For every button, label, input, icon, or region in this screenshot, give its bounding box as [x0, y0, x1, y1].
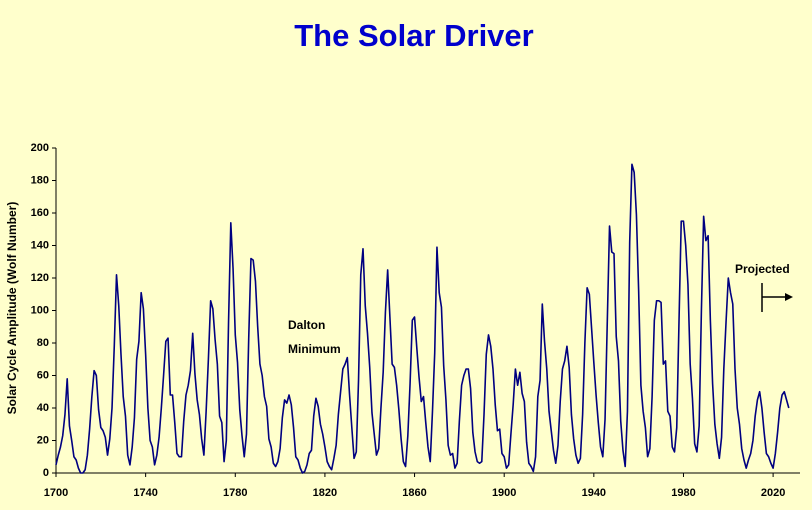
x-tick-label: 2020: [761, 487, 785, 499]
y-tick-label: 20: [37, 434, 49, 446]
x-tick-label: 1780: [223, 487, 247, 499]
annotation: Minimum: [288, 342, 341, 356]
y-tick-label: 60: [37, 369, 49, 381]
y-tick-label: 0: [43, 467, 49, 479]
annotation: Projected: [735, 262, 790, 276]
annotation: Dalton: [288, 318, 325, 332]
arrow-head: [785, 293, 793, 301]
x-tick-label: 1740: [133, 487, 157, 499]
y-tick-label: 140: [31, 239, 49, 251]
chart-title: The Solar Driver: [294, 18, 533, 53]
x-tick-label: 1860: [402, 487, 426, 499]
x-tick-label: 1700: [44, 487, 68, 499]
data-line: [55, 163, 790, 474]
y-tick-label: 180: [31, 174, 49, 186]
x-tick-label: 1980: [671, 487, 695, 499]
y-tick-label: 100: [31, 304, 49, 316]
x-tick-label: 1940: [582, 487, 606, 499]
y-tick-label: 80: [37, 337, 49, 349]
x-tick-label: 1900: [492, 487, 516, 499]
x-tick-label: 1820: [313, 487, 337, 499]
y-axis-label: Solar Cycle Amplitude (Wolf Number): [5, 202, 19, 415]
y-tick-label: 120: [31, 272, 49, 284]
y-tick-label: 200: [31, 142, 49, 154]
y-tick-label: 160: [31, 207, 49, 219]
y-tick-label: 40: [37, 402, 49, 414]
